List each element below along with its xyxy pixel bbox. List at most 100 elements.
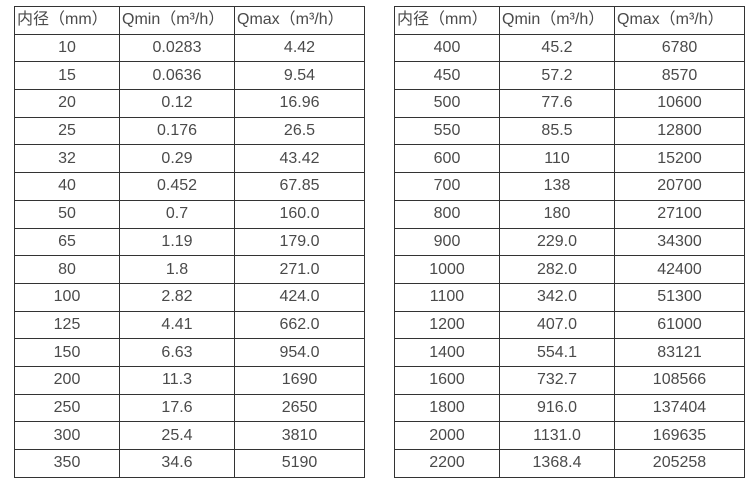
table-row: 200 11.3 1690 [14, 365, 365, 395]
table-cell: 600 [394, 144, 500, 174]
table-cell: 51300 [614, 282, 745, 312]
table-row: 1000 282.0 42400 [394, 255, 745, 284]
column-header: Qmax（m³/h） [234, 6, 365, 35]
table-cell: 32 [14, 144, 120, 174]
table-cell: 25 [14, 116, 120, 146]
table-cell: 11.3 [119, 365, 235, 395]
table-cell: 20700 [614, 172, 745, 201]
table-row: 1800 916.0 137404 [394, 393, 745, 423]
table-cell: 800 [394, 199, 500, 229]
table-row: 600 110 15200 [394, 144, 745, 174]
table-cell: 916.0 [499, 393, 615, 423]
table-cell: 77.6 [499, 89, 615, 118]
table-cell: 43.42 [234, 144, 365, 174]
table-cell: 6.63 [119, 338, 235, 367]
table-cell: 34.6 [119, 449, 235, 478]
table-cell: 1690 [234, 365, 365, 395]
table-cell: 17.6 [119, 393, 235, 423]
table-cell: 2200 [394, 449, 500, 478]
table-row: 1400 554.1 83121 [394, 338, 745, 367]
table-cell: 2000 [394, 421, 500, 450]
table-row: 500 77.6 10600 [394, 89, 745, 118]
table-cell: 80 [14, 255, 120, 284]
table-cell: 25.4 [119, 421, 235, 450]
table-cell: 200 [14, 365, 120, 395]
table-cell: 9.54 [234, 61, 365, 91]
table-cell: 137404 [614, 393, 745, 423]
table-cell: 65 [14, 227, 120, 257]
table-row: 65 1.19 179.0 [14, 227, 365, 257]
table-row: 125 4.41 662.0 [14, 310, 365, 340]
table-row: 300 25.4 3810 [14, 421, 365, 450]
table-cell: 407.0 [499, 310, 615, 340]
table-cell: 1400 [394, 338, 500, 367]
table-cell: 662.0 [234, 310, 365, 340]
column-header: 内径（mm） [394, 6, 500, 35]
table-row: 20 0.12 16.96 [14, 89, 365, 118]
table-row: 800 180 27100 [394, 199, 745, 229]
table-cell: 1600 [394, 365, 500, 395]
table-cell: 83121 [614, 338, 745, 367]
table-cell: 180 [499, 199, 615, 229]
table-cell: 12800 [614, 116, 745, 146]
column-header: Qmin（m³/h） [119, 6, 235, 35]
table-cell: 282.0 [499, 255, 615, 284]
table-cell: 0.452 [119, 172, 235, 201]
table-row: 900 229.0 34300 [394, 227, 745, 257]
table-cell: 0.7 [119, 199, 235, 229]
table-cell: 300 [14, 421, 120, 450]
table-row: 50 0.7 160.0 [14, 199, 365, 229]
table-row: 550 85.5 12800 [394, 116, 745, 146]
table-cell: 1000 [394, 255, 500, 284]
column-header: Qmax（m³/h） [614, 6, 745, 35]
table-row: 250 17.6 2650 [14, 393, 365, 423]
table-cell: 1131.0 [499, 421, 615, 450]
table-cell: 700 [394, 172, 500, 201]
table-row: 350 34.6 5190 [14, 449, 365, 478]
table-cell: 342.0 [499, 282, 615, 312]
table-row: 40 0.452 67.85 [14, 172, 365, 201]
table-cell: 350 [14, 449, 120, 478]
table-cell: 45.2 [499, 33, 615, 63]
table-cell: 424.0 [234, 282, 365, 312]
table-row: 80 1.8 271.0 [14, 255, 365, 284]
table-cell: 10 [14, 33, 120, 63]
table-row: 400 45.2 6780 [394, 33, 745, 63]
table-cell: 26.5 [234, 116, 365, 146]
table-cell: 4.41 [119, 310, 235, 340]
table-cell: 3810 [234, 421, 365, 450]
table-cell: 42400 [614, 255, 745, 284]
column-header: 内径（mm） [14, 6, 120, 35]
table-cell: 1368.4 [499, 449, 615, 478]
table-row: 100 2.82 424.0 [14, 282, 365, 312]
table-row: 1100 342.0 51300 [394, 282, 745, 312]
table-cell: 554.1 [499, 338, 615, 367]
table-row: 700 138 20700 [394, 172, 745, 201]
table-cell: 160.0 [234, 199, 365, 229]
table-cell: 110 [499, 144, 615, 174]
table-cell: 229.0 [499, 227, 615, 257]
table-cell: 0.176 [119, 116, 235, 146]
table-row: 1200 407.0 61000 [394, 310, 745, 340]
table-cell: 108566 [614, 365, 745, 395]
table-cell: 8570 [614, 61, 745, 91]
table-cell: 150 [14, 338, 120, 367]
table-cell: 15 [14, 61, 120, 91]
table-cell: 10600 [614, 89, 745, 118]
table-cell: 27100 [614, 199, 745, 229]
table-cell: 1.8 [119, 255, 235, 284]
table-cell: 6780 [614, 33, 745, 63]
table-cell: 16.96 [234, 89, 365, 118]
table-cell: 57.2 [499, 61, 615, 91]
table-cell: 100 [14, 282, 120, 312]
table-row: 150 6.63 954.0 [14, 338, 365, 367]
table-row: 2200 1368.4 205258 [394, 449, 745, 478]
table-cell: 205258 [614, 449, 745, 478]
table-row: 450 57.2 8570 [394, 61, 745, 91]
flow-spec-table-small-diameters: 内径（mm） Qmin（m³/h） Qmax（m³/h） 10 0.0283 4.42 15… [14, 6, 365, 478]
table-cell: 15200 [614, 144, 745, 174]
table-cell: 1800 [394, 393, 500, 423]
table-cell: 400 [394, 33, 500, 63]
table-cell: 550 [394, 116, 500, 146]
table-cell: 0.0636 [119, 61, 235, 91]
